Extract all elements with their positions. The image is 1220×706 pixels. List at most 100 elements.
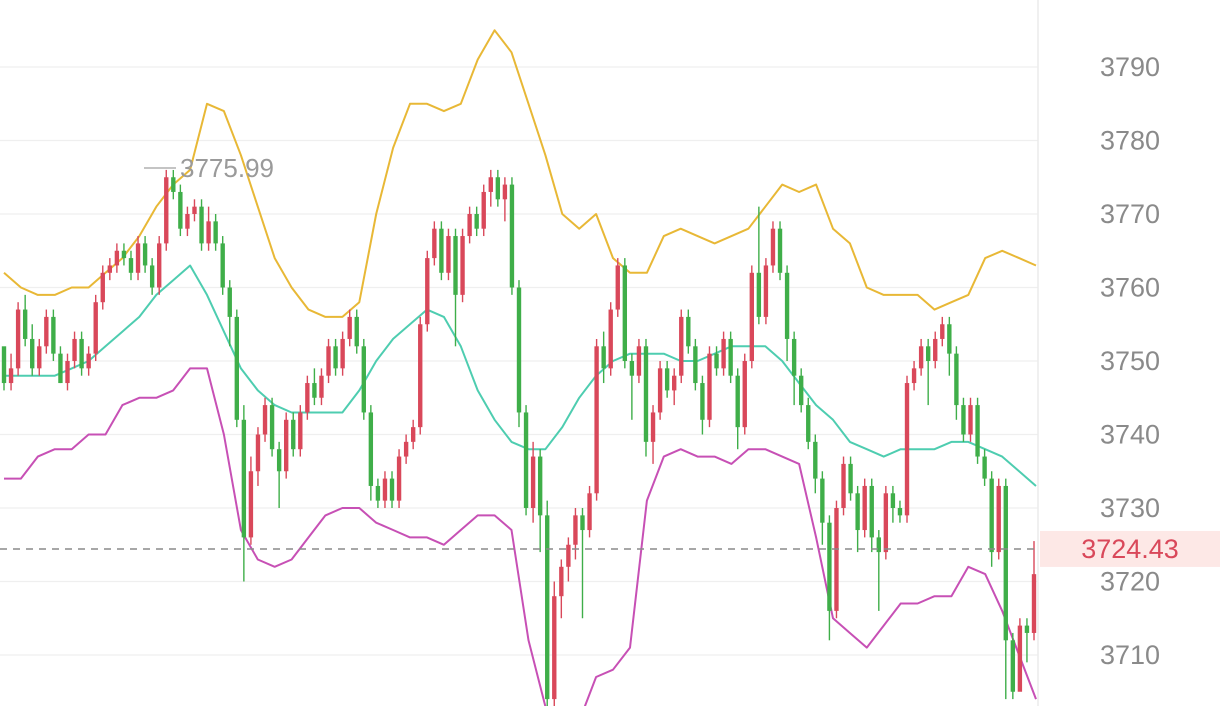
- candle: [799, 368, 804, 413]
- candle: [418, 316, 423, 435]
- candle-body: [587, 493, 592, 531]
- candle-body: [389, 478, 395, 501]
- candle: [672, 368, 677, 406]
- upper-band-line: [3, 29, 1037, 318]
- candle-body: [869, 485, 874, 538]
- candle-body: [206, 221, 211, 244]
- candle: [573, 508, 578, 560]
- candle-body: [996, 485, 1001, 553]
- candle: [848, 456, 853, 501]
- candle-body: [481, 191, 486, 229]
- candle-body: [37, 346, 42, 369]
- candle: [178, 184, 183, 237]
- candle: [742, 353, 747, 435]
- candle-body: [622, 265, 628, 361]
- candle-body: [1003, 485, 1008, 641]
- candle-body: [100, 272, 105, 303]
- candle: [862, 478, 867, 538]
- candle: [756, 206, 762, 325]
- candle-body: [178, 191, 183, 229]
- candle-body: [354, 316, 359, 347]
- candle: [481, 184, 486, 237]
- candle: [164, 169, 169, 251]
- candle: [650, 405, 656, 464]
- candle: [925, 338, 931, 406]
- candle-body: [657, 368, 663, 413]
- candle: [735, 368, 740, 450]
- candle: [947, 316, 952, 376]
- candle-body: [728, 338, 733, 376]
- candle-body: [361, 346, 366, 413]
- candle: [467, 206, 472, 244]
- candle: [241, 405, 247, 582]
- y-tick-label: 3770: [1100, 199, 1160, 229]
- candle: [255, 427, 261, 486]
- candle-body: [672, 375, 677, 391]
- candle: [30, 324, 35, 376]
- candle: [890, 485, 896, 523]
- candle-body: [185, 214, 190, 229]
- candle: [707, 346, 712, 428]
- candle-body: [1017, 625, 1023, 692]
- candle-body: [918, 346, 924, 369]
- candle-body: [714, 353, 719, 369]
- candle-body: [700, 383, 705, 420]
- candle: [375, 478, 381, 508]
- candle-body: [559, 566, 564, 597]
- candle: [530, 441, 536, 523]
- candle-body: [855, 493, 860, 531]
- candle: [361, 338, 366, 420]
- candle-body: [79, 338, 84, 369]
- candle: [58, 346, 63, 384]
- candle: [820, 471, 825, 545]
- candle: [933, 331, 938, 369]
- candle: [777, 221, 783, 281]
- candle: [664, 361, 670, 398]
- candle-body: [777, 228, 783, 273]
- candle-body: [940, 324, 945, 339]
- candle-body: [114, 250, 120, 266]
- candle-body: [1010, 640, 1016, 692]
- candle-body: [446, 236, 451, 273]
- candle: [410, 419, 416, 450]
- candle: [940, 316, 945, 347]
- candle-body: [347, 316, 352, 339]
- candle-body: [375, 485, 381, 501]
- candle: [791, 331, 797, 406]
- candle-body: [799, 375, 804, 406]
- candle: [721, 331, 726, 376]
- candle: [495, 169, 501, 207]
- candle-body: [396, 456, 402, 501]
- candle-body: [636, 346, 642, 376]
- candle-body: [326, 346, 331, 376]
- candle: [523, 405, 529, 516]
- candle: [234, 309, 239, 428]
- candle: [806, 397, 811, 450]
- y-tick-label: 3790: [1100, 52, 1160, 82]
- candle: [425, 250, 430, 332]
- candle-body: [121, 250, 127, 259]
- candle-body: [686, 316, 691, 347]
- candle-body: [135, 243, 141, 273]
- candle: [763, 258, 769, 325]
- lower-band-line: [4, 367, 1037, 706]
- candle: [876, 530, 881, 611]
- candle: [8, 353, 14, 391]
- candle-body: [770, 228, 776, 266]
- candle-body: [1, 346, 7, 384]
- candle: [51, 309, 56, 361]
- candle: [206, 206, 211, 251]
- candle: [770, 221, 776, 273]
- candle: [615, 258, 620, 317]
- candle: [1031, 541, 1037, 641]
- candle: [157, 236, 162, 295]
- candle-body: [227, 287, 232, 317]
- candle: [347, 309, 352, 347]
- candle: [679, 309, 684, 384]
- candle: [784, 265, 790, 361]
- candle-body: [502, 184, 508, 200]
- candle: [982, 449, 987, 486]
- candle: [227, 280, 232, 347]
- candle: [1010, 632, 1016, 700]
- candle-body: [234, 316, 239, 420]
